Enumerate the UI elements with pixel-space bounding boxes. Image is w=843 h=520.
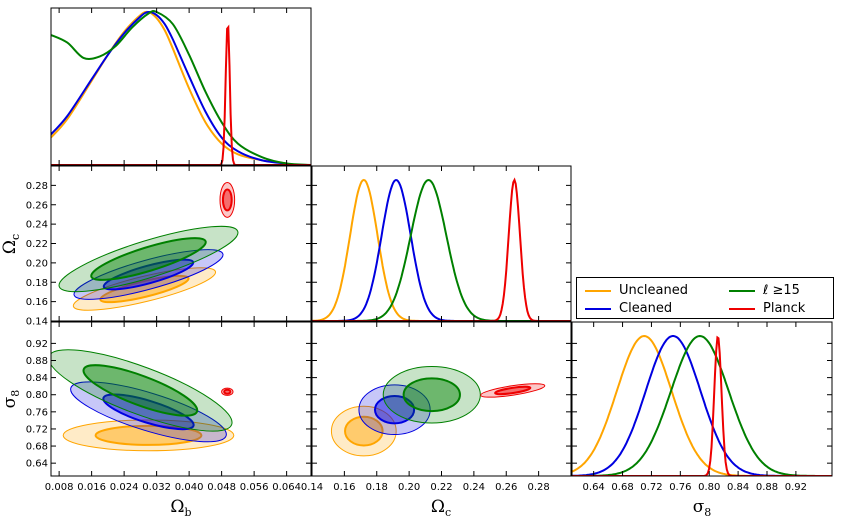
- contour-68-planck: [494, 385, 532, 396]
- x-tick-label-omega_c: 0.24: [463, 482, 485, 493]
- contour-95-cleaned: [73, 249, 224, 300]
- legend-label-cleaned: Cleaned: [619, 301, 673, 316]
- panel-omega_b-omega_c: [58, 181, 239, 311]
- contour-68-lmin15: [90, 237, 207, 281]
- marginal-sigma8-cleaned: [572, 335, 832, 476]
- x-tick-label-omega_b: 0.032: [142, 482, 171, 493]
- y-tick-label-omega_c: 0.16: [26, 297, 48, 308]
- marginal-omega_b-cleaned: [51, 10, 287, 165]
- y-tick-label-omega_c: 0.20: [26, 258, 48, 269]
- x-tick-label-sigma8: 0.72: [640, 482, 662, 493]
- x-tick-label-omega_b: 0.008: [45, 482, 74, 493]
- x-tick-label-omega_c: 0.22: [430, 482, 452, 493]
- x-tick-label-omega_b: 0.064: [272, 482, 301, 493]
- y-tick-label-omega_c: 0.28: [26, 181, 48, 192]
- legend-swatch-cleaned: [585, 307, 611, 310]
- legend-item-planck: Planck: [729, 301, 805, 316]
- x-tick-label-omega_b: 0.048: [207, 482, 236, 493]
- x-tick-label-sigma8: 0.84: [727, 482, 749, 493]
- x-tick-label-omega_b: 0.040: [175, 482, 204, 493]
- legend: Uncleaned Cleaned ℓ ≥15 Planck: [576, 277, 834, 319]
- marginal-omega_b-lmin15: [51, 10, 311, 165]
- legend-item-cleaned: Cleaned: [585, 301, 672, 316]
- axis-label-omega_b: Ωb: [170, 497, 191, 519]
- marginal-omega_c-planck: [312, 177, 571, 321]
- contour-95-lmin15: [58, 225, 239, 293]
- x-tick-label-sigma8: 0.76: [669, 482, 691, 493]
- panel-sigma8-marginal: [572, 334, 832, 476]
- contour-68-planck: [223, 388, 232, 395]
- contour-95-uncleaned: [72, 267, 217, 311]
- contour-95-cleaned: [70, 381, 227, 443]
- x-tick-label-omega_b: 0.056: [240, 482, 269, 493]
- axis-label-sigma8: σ8: [0, 390, 22, 409]
- x-tick-label-omega_b: 0.016: [77, 482, 106, 493]
- y-tick-label-omega_c: 0.22: [26, 239, 48, 250]
- panel-omega_c-sigma8: [330, 365, 546, 457]
- panel-omega_b-marginal: [51, 10, 311, 165]
- legend-label-planck: Planck: [763, 301, 806, 316]
- legend-swatch-uncleaned: [585, 289, 611, 292]
- contour-68-uncleaned: [94, 424, 203, 446]
- x-tick-label-omega_c: 0.14: [301, 482, 323, 493]
- axis-label-omega_c: Ωc: [431, 497, 451, 519]
- legend-item-lmin15: ℓ ≥15: [729, 283, 800, 298]
- axis-label-sigma8: σ8: [693, 497, 712, 519]
- y-tick-label-omega_c: 0.14: [26, 317, 48, 328]
- legend-label-lmin15: ℓ ≥15: [763, 283, 800, 298]
- panel-omega_c-marginal: [312, 177, 571, 321]
- y-tick-label-sigma8: 0.84: [26, 373, 48, 384]
- contour-68-cleaned: [102, 393, 195, 431]
- panel-omega_b-sigma8: [51, 349, 235, 452]
- y-tick-label-omega_c: 0.18: [26, 278, 48, 289]
- contour-95-planck: [219, 181, 236, 218]
- x-tick-label-omega_c: 0.16: [333, 482, 355, 493]
- legend-swatch-lmin15: [729, 289, 755, 292]
- x-tick-label-sigma8: 0.92: [785, 482, 807, 493]
- y-tick-label-sigma8: 0.92: [26, 339, 48, 350]
- x-tick-label-omega_c: 0.26: [495, 482, 517, 493]
- y-tick-label-sigma8: 0.72: [26, 424, 48, 435]
- contour-68-uncleaned: [344, 415, 384, 447]
- x-tick-label-sigma8: 0.64: [583, 482, 605, 493]
- contour-68-lmin15: [82, 364, 199, 417]
- panel-frame: [311, 165, 572, 322]
- x-tick-label-omega_c: 0.20: [398, 482, 420, 493]
- x-tick-label-omega_c: 0.18: [366, 482, 388, 493]
- x-tick-label-sigma8: 0.88: [756, 482, 778, 493]
- contour-95-lmin15: [51, 349, 233, 432]
- marginal-omega_c-uncleaned: [312, 178, 571, 321]
- marginal-omega_b-planck: [51, 24, 311, 165]
- marginal-omega_c-lmin15: [312, 178, 571, 321]
- axis-label-omega_c: Ωc: [0, 234, 22, 254]
- contour-68-planck: [221, 188, 233, 212]
- y-tick-label-omega_c: 0.24: [26, 220, 48, 231]
- x-tick-label-sigma8: 0.68: [611, 482, 633, 493]
- legend-label-uncleaned: Uncleaned: [619, 283, 688, 298]
- x-tick-label-omega_b: 0.024: [110, 482, 139, 493]
- marginal-omega_c-cleaned: [312, 179, 571, 321]
- x-tick-label-omega_c: 0.28: [527, 482, 549, 493]
- legend-item-uncleaned: Uncleaned: [585, 283, 688, 298]
- panel-frame: [571, 321, 833, 477]
- y-tick-label-sigma8: 0.88: [26, 356, 48, 367]
- legend-swatch-planck: [729, 307, 755, 310]
- panel-frame: [50, 7, 312, 166]
- marginal-sigma8-uncleaned: [572, 334, 832, 476]
- y-tick-label-sigma8: 0.68: [26, 442, 48, 453]
- y-tick-label-sigma8: 0.80: [26, 390, 48, 401]
- y-tick-label-omega_c: 0.26: [26, 200, 48, 211]
- contour-95-cleaned: [358, 384, 431, 436]
- panel-frame: [50, 321, 312, 477]
- x-tick-label-sigma8: 0.80: [698, 482, 720, 493]
- y-tick-label-sigma8: 0.64: [26, 459, 48, 470]
- y-tick-label-sigma8: 0.76: [26, 407, 48, 418]
- contour-68-lmin15: [402, 377, 461, 413]
- marginal-sigma8-lmin15: [572, 334, 832, 476]
